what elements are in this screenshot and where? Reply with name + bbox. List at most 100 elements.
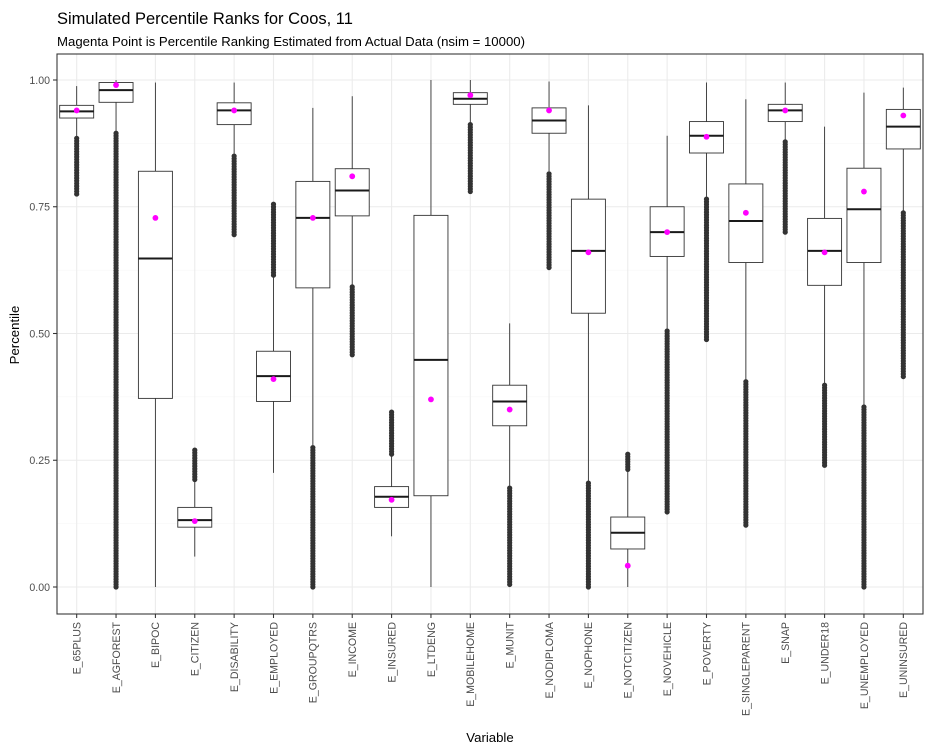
boxplot-e-citizen [177, 447, 213, 557]
outlier-point [113, 130, 119, 136]
actual-percentile-point [349, 173, 356, 180]
x-tick-label: E_POVERTY [701, 622, 713, 685]
actual-percentile-point [821, 249, 828, 256]
y-tick-label: 0.25 [29, 455, 50, 467]
actual-percentile-point [73, 107, 80, 114]
y-tick-label: 0.50 [29, 328, 50, 340]
boxplot-e-65plus [59, 86, 95, 197]
boxplot-e-bipoc [137, 82, 173, 587]
panel-border [56, 53, 924, 615]
x-tick-label: E_SNAP [780, 622, 792, 664]
x-tick-label: E_NOTCITIZEN [623, 622, 635, 699]
boxplot-e-insured [374, 409, 410, 537]
iqr-box [137, 170, 173, 399]
boxplot-e-income [334, 96, 370, 358]
outlier-point [546, 171, 552, 177]
actual-percentile-point [388, 496, 395, 503]
chart-title: Simulated Percentile Ranks for Coos, 11 [57, 10, 353, 28]
iqr-box [177, 506, 213, 528]
boxplot-e-agforest [98, 80, 134, 590]
iqr-box [413, 214, 449, 497]
actual-percentile-point [191, 518, 198, 524]
plot-area: 0.00 0.25 0.50 0.75 1.00 E_65PLUS E_AGFOREST E_… [29, 53, 924, 716]
actual-percentile-point [113, 82, 119, 88]
x-tick-label: E_MUNIT [504, 621, 516, 668]
outlier-point [782, 139, 788, 145]
actual-percentile-point [664, 229, 671, 236]
x-tick-label: E_MOBILEHOME [465, 622, 477, 707]
x-tick-label: E_UNINSURED [898, 622, 910, 698]
outlier-point [821, 382, 828, 388]
boxplot-e-nodiploma [531, 81, 567, 271]
boxplot-e-novehicle [649, 135, 685, 515]
outlier-point [664, 328, 670, 334]
x-tick-label: E_UNDER18 [819, 622, 831, 685]
boxplot-e-disability [216, 82, 252, 238]
outlier-point [585, 480, 592, 486]
x-tick-label: E_CITIZEN [190, 622, 202, 676]
actual-percentile-point [467, 92, 474, 99]
x-tick-label: E_AGFOREST [111, 621, 123, 693]
boxplot-e-nophone [570, 105, 606, 590]
x-tick-label: E_EMPLOYED [268, 622, 280, 694]
boxplot-e-notcitizen [610, 451, 646, 587]
x-tick-label: E_INSURED [386, 622, 398, 683]
outlier-point [467, 122, 473, 128]
actual-percentile-point [742, 209, 749, 216]
iqr-box [846, 167, 882, 263]
y-axis-title: Percentile [7, 306, 22, 365]
boxplot-e-mobilehome [452, 80, 488, 195]
boxplot-e-groupqtrs [295, 107, 331, 590]
outlier-point [743, 379, 749, 385]
x-tick-label: E_INCOME [347, 622, 359, 677]
outlier-point [192, 447, 198, 453]
outlier-point [74, 135, 80, 141]
y-tick-label: 0.75 [29, 202, 50, 214]
y-tick-label: 1.00 [29, 75, 50, 87]
boxplot-e-uninsured [885, 87, 921, 380]
boxplot-e-employed [256, 201, 291, 473]
iqr-box [216, 102, 252, 126]
actual-percentile-point [782, 107, 789, 114]
iqr-box [295, 180, 331, 289]
x-axis-title: Variable [466, 730, 513, 745]
actual-percentile-point [546, 107, 552, 114]
outlier-point [625, 451, 631, 457]
boxplot-e-ltdeng [413, 80, 449, 587]
actual-percentile-point [231, 107, 238, 114]
x-tick-label: E_BIPOC [150, 622, 162, 668]
iqr-box [570, 198, 606, 314]
actual-percentile-point [703, 133, 710, 140]
x-tick-label: E_SINGLEPARENT [741, 621, 753, 716]
actual-percentile-point [270, 376, 277, 383]
outlier-point [349, 284, 355, 290]
outlier-point [310, 444, 316, 451]
boxplot-e-munit [492, 323, 528, 588]
actual-percentile-point [428, 396, 434, 403]
x-tick-label: E_UNEMPLOYED [859, 622, 871, 709]
actual-percentile-point [585, 249, 592, 256]
iqr-box [728, 183, 764, 263]
y-tick-label: 0.00 [29, 582, 50, 594]
actual-percentile-point [900, 112, 907, 119]
outlier-point [507, 485, 513, 491]
boxplot-e-snap [767, 82, 803, 235]
x-tick-label: E_GROUPQTRS [308, 622, 320, 703]
x-tick-label: E_NODIPLOMA [544, 621, 556, 698]
x-tick-label: E_NOVEHICLE [662, 622, 674, 696]
x-tick-label: E_DISABILITY [229, 622, 241, 692]
iqr-box [492, 384, 528, 427]
boxplot-e-poverty [689, 82, 724, 343]
outlier-point [231, 153, 237, 159]
boxplot-e-unemployed [846, 92, 882, 590]
outlier-point [703, 196, 710, 202]
x-tick-label: E_NOPHONE [583, 622, 595, 689]
actual-percentile-point [861, 188, 867, 195]
x-tick-label: E_LTDENG [426, 622, 438, 677]
actual-percentile-point [309, 215, 316, 221]
boxplot-e-under18 [807, 126, 843, 468]
x-tick-label: E_65PLUS [71, 622, 83, 674]
outlier-point [388, 409, 395, 415]
actual-percentile-point [624, 562, 631, 569]
